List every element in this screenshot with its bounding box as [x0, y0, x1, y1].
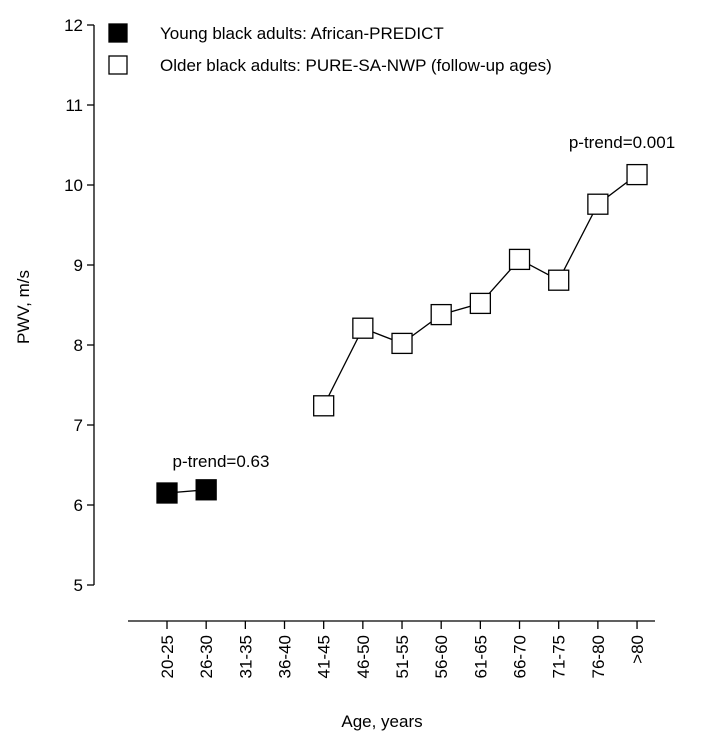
x-tick-label: 46-50: [354, 635, 373, 678]
x-tick-label: 66-70: [511, 635, 530, 678]
data-point-marker: [156, 482, 178, 504]
legend-label-0: Young black adults: African-PREDICT: [160, 24, 444, 43]
series-layer: [156, 163, 648, 504]
y-tick-label: 8: [74, 336, 83, 355]
x-tick-label: 76-80: [589, 635, 608, 678]
y-tick-label: 5: [74, 576, 83, 595]
data-point-marker: [195, 479, 217, 501]
y-tick-label: 12: [64, 16, 83, 35]
x-tick-label: 71-75: [550, 635, 569, 678]
p-trend-annotation: p-trend=0.63: [173, 452, 270, 471]
data-point-marker: [508, 248, 531, 271]
x-axis-title: Age, years: [341, 712, 422, 731]
legend-label-1: Older black adults: PURE-SA-NWP (follow-…: [160, 56, 552, 75]
legend: Young black adults: African-PREDICT Older…: [108, 23, 552, 75]
data-point-marker: [626, 163, 648, 186]
legend-marker-1: [108, 55, 128, 75]
y-axis: 5 6 7 8 9 10 11 12: [64, 16, 95, 595]
data-point-marker: [587, 193, 609, 215]
x-tick-label: 51-55: [393, 635, 412, 678]
y-tick-label: 11: [65, 96, 83, 115]
legend-marker-0: [108, 23, 128, 43]
x-tick-label: 56-60: [432, 635, 451, 678]
x-tick-label: >80: [628, 635, 647, 664]
y-tick-label: 10: [64, 176, 83, 195]
y-axis-title: PWV, m/s: [14, 270, 33, 344]
y-tick-label: 7: [74, 416, 83, 435]
data-point-marker: [430, 303, 452, 326]
y-tick-label: 9: [74, 256, 83, 275]
x-tick-label: 36-40: [276, 635, 295, 678]
data-point-marker: [391, 332, 413, 355]
data-point-marker: [313, 395, 335, 417]
data-point-marker: [352, 317, 374, 339]
x-tick-label: 26-30: [197, 635, 216, 678]
p-trend-annotation: p-trend=0.001: [569, 133, 675, 152]
annotations: p-trend=0.63 p-trend=0.001: [173, 133, 676, 471]
x-tick-label: 61-65: [471, 635, 490, 678]
x-tick-label: 20-25: [158, 635, 177, 678]
x-tick-label: 41-45: [315, 635, 334, 678]
x-axis: 20-25 26-30 31-35 36-40 41-45 46-50 51-55 56-60…: [128, 620, 655, 678]
data-point-marker: [548, 269, 570, 291]
data-point-marker: [469, 292, 492, 315]
x-tick-label: 31-35: [236, 635, 255, 678]
y-tick-label: 6: [74, 496, 83, 515]
